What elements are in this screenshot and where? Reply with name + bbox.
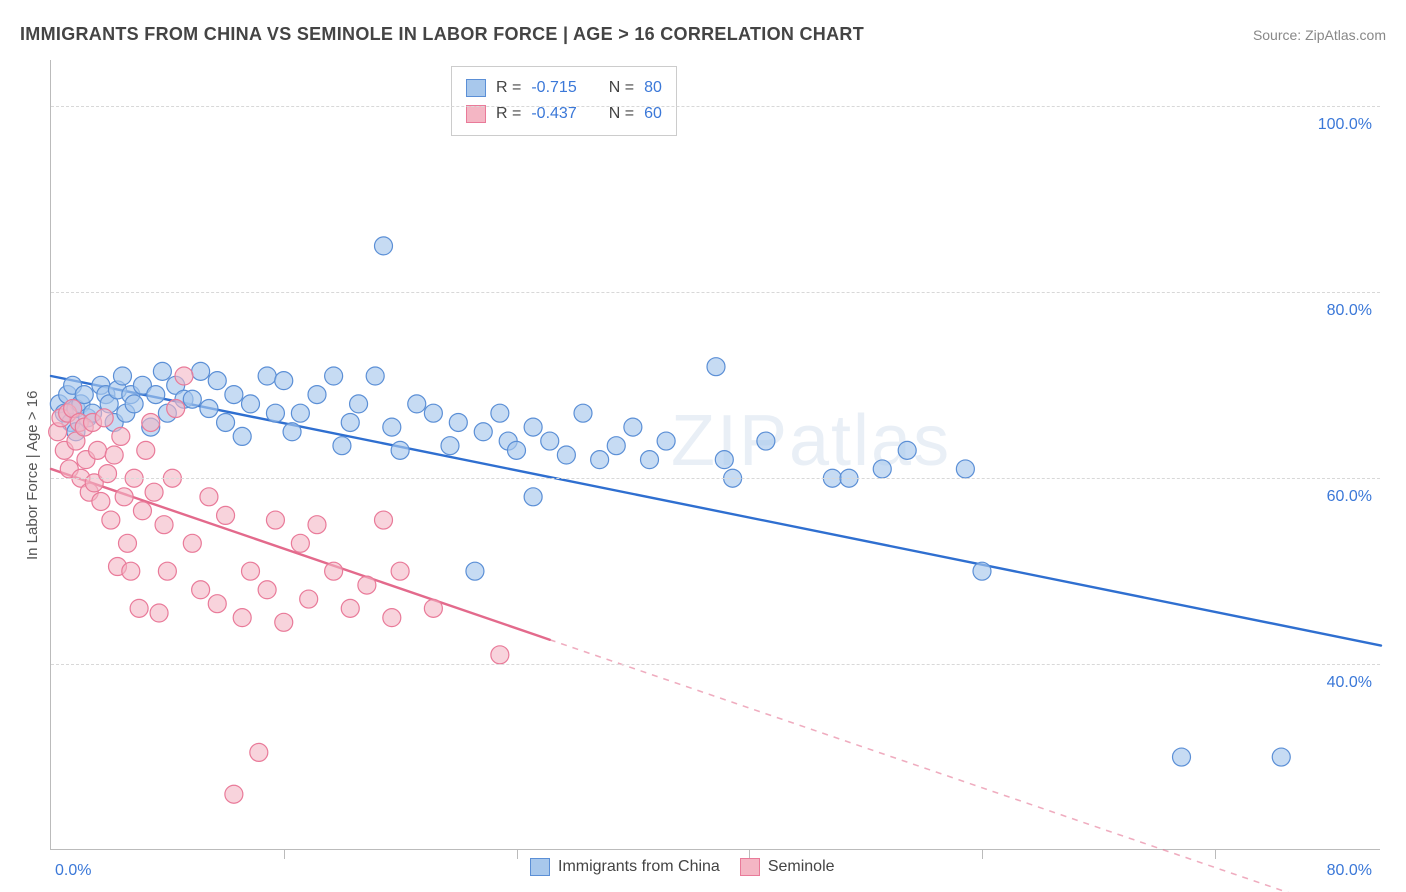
legend-label-series1: Immigrants from China xyxy=(558,858,720,876)
chart-title: IMMIGRANTS FROM CHINA VS SEMINOLE IN LAB… xyxy=(20,24,864,45)
n-label: N = xyxy=(609,101,634,127)
swatch-series2 xyxy=(466,105,486,123)
n-value-series2: 60 xyxy=(644,101,662,127)
legend-swatch-series2 xyxy=(740,858,760,876)
r-value-series2: -0.437 xyxy=(531,101,576,127)
r-value-series1: -0.715 xyxy=(531,75,576,101)
stats-legend-box: R = -0.715 N = 80 R = -0.437 N = 60 xyxy=(451,66,677,136)
y-tick-label: 80.0% xyxy=(1327,302,1372,320)
y-tick-label: 100.0% xyxy=(1318,116,1372,134)
swatch-series1 xyxy=(466,79,486,97)
r-label: R = xyxy=(496,75,521,101)
n-value-series1: 80 xyxy=(644,75,662,101)
x-tick-label: 80.0% xyxy=(1327,862,1372,880)
r-label: R = xyxy=(496,101,521,127)
n-label: N = xyxy=(609,75,634,101)
y-tick-label: 40.0% xyxy=(1327,674,1372,692)
plot-area: ZIPatlas R = -0.715 N = 80 R = -0.437 N … xyxy=(50,60,1380,850)
y-axis-label: In Labor Force | Age > 16 xyxy=(24,391,41,560)
legend-item-series1: Immigrants from China xyxy=(530,858,720,876)
legend-swatch-series1 xyxy=(530,858,550,876)
chart-source: Source: ZipAtlas.com xyxy=(1253,27,1386,43)
x-tick-label: 0.0% xyxy=(55,862,91,880)
chart-header: IMMIGRANTS FROM CHINA VS SEMINOLE IN LAB… xyxy=(20,24,1386,45)
bottom-legend: Immigrants from China Seminole xyxy=(530,858,835,876)
stats-row-series1: R = -0.715 N = 80 xyxy=(466,75,662,101)
scatter-svg xyxy=(51,60,1380,849)
stats-row-series2: R = -0.437 N = 60 xyxy=(466,101,662,127)
legend-item-series2: Seminole xyxy=(740,858,835,876)
legend-label-series2: Seminole xyxy=(768,858,835,876)
y-tick-label: 60.0% xyxy=(1327,488,1372,506)
